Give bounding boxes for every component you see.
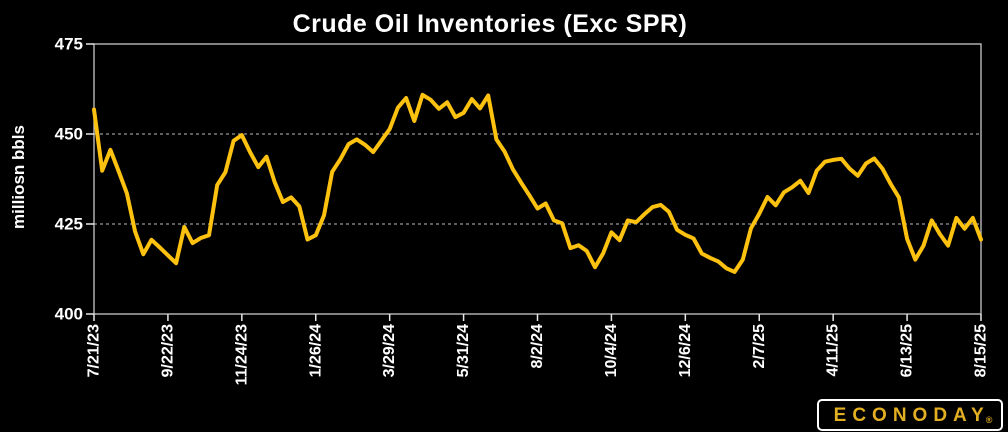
x-tick-label: 7/21/23 [86, 324, 103, 377]
x-tick-label: 12/6/24 [677, 324, 694, 377]
inventory-line [92, 92, 983, 274]
y-tick-label: 400 [55, 305, 83, 324]
x-tick-label: 9/22/23 [159, 324, 176, 377]
x-tick-label: 10/4/24 [603, 324, 620, 377]
x-tick-label: 8/2/24 [529, 324, 546, 369]
x-tick-label: 11/24/23 [233, 324, 250, 386]
x-tick-label: 1/26/24 [307, 324, 324, 377]
y-tick-label: 475 [55, 35, 83, 54]
econoday-logo: ECONODAY ® [817, 399, 1003, 431]
x-tick-label: 4/11/25 [825, 324, 842, 377]
plot-border [93, 43, 982, 315]
registered-trademark-icon: ® [985, 415, 993, 425]
x-tick-label: 5/31/24 [455, 324, 472, 377]
x-tick-label: 6/13/25 [899, 324, 916, 377]
y-tick-label: 450 [55, 125, 83, 144]
y-tick-label: 425 [55, 215, 83, 234]
x-tick-label: 3/29/24 [381, 324, 398, 377]
x-tick-label: 2/7/25 [751, 324, 768, 369]
chart-title: Crude Oil Inventories (Exc SPR) [292, 10, 688, 38]
x-tick-label: 8/15/25 [973, 324, 990, 377]
econoday-logo-text: ECONODAY [833, 404, 990, 426]
